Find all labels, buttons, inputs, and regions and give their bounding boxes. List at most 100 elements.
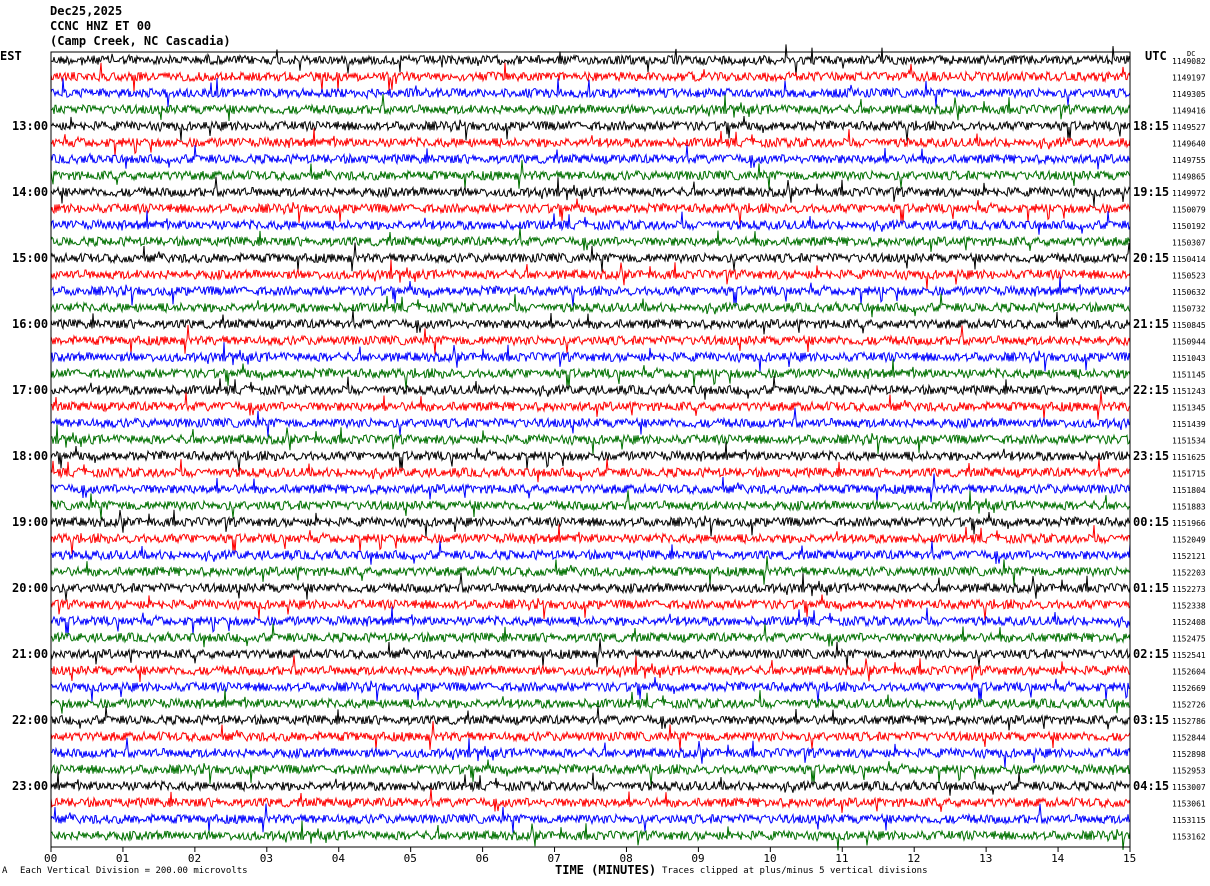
trace-line [50, 391, 1131, 421]
dc-offset-label: 1152541 [1172, 651, 1206, 660]
est-hour-label: 16:00 [12, 317, 48, 331]
dc-offset-label: 1150732 [1172, 305, 1206, 314]
trace-line [50, 759, 1131, 786]
trace-line [50, 176, 1131, 207]
trace-line [50, 227, 1131, 252]
date-title: Dec25,2025 [50, 4, 123, 18]
dc-offset-label: 1149972 [1172, 189, 1206, 198]
dc-offset-label: 1152273 [1172, 585, 1206, 594]
dc-offset-label: 1152898 [1172, 750, 1206, 759]
dc-offset-label: 1151145 [1172, 371, 1206, 380]
trace-line [50, 689, 1131, 714]
trace-line [50, 458, 1131, 483]
dc-offset-label: 1153115 [1172, 816, 1206, 825]
trace-line [50, 705, 1131, 731]
x-tick-label: 09 [691, 852, 704, 865]
dc-offset-label: 1152669 [1172, 684, 1206, 693]
dc-offset-label: 1151534 [1172, 437, 1206, 446]
utc-hour-label: 18:15 [1133, 119, 1169, 133]
x-tick-label: 13 [979, 852, 992, 865]
trace-line [50, 359, 1131, 390]
trace-line [50, 623, 1131, 648]
utc-hour-label: 01:15 [1133, 581, 1169, 595]
trace-line [50, 342, 1131, 372]
trace-line [50, 594, 1131, 621]
trace-line [50, 115, 1131, 142]
trace-line [50, 242, 1131, 272]
est-hour-label: 20:00 [12, 581, 48, 595]
logo: A [2, 866, 8, 876]
dc-offset-label: 1152844 [1172, 734, 1206, 743]
utc-hour-label: 20:15 [1133, 251, 1169, 265]
dc-offset-label: 1149082 [1172, 57, 1206, 66]
dc-header: DC [1187, 50, 1195, 58]
trace-line [50, 572, 1131, 601]
utc-hour-label: 22:15 [1133, 383, 1169, 397]
x-tick-label: 12 [907, 852, 920, 865]
trace-line [50, 540, 1131, 565]
dc-offset-label: 1151345 [1172, 404, 1206, 413]
trace-line [50, 259, 1131, 290]
dc-offset-label: 1153162 [1172, 833, 1206, 842]
est-hour-label: 21:00 [12, 647, 48, 661]
trace-line [50, 77, 1131, 108]
est-hour-label: 13:00 [12, 119, 48, 133]
est-hour-label: 17:00 [12, 383, 48, 397]
dc-offset-label: 1149416 [1172, 107, 1206, 116]
utc-hour-label: 04:15 [1133, 779, 1169, 793]
dc-offset-label: 1153061 [1172, 800, 1206, 809]
x-tick-label: 07 [548, 852, 561, 865]
dc-offset-label: 1149640 [1172, 140, 1206, 149]
dc-offset-label: 1153007 [1172, 783, 1206, 792]
dc-offset-label: 1149865 [1172, 173, 1206, 182]
x-tick-label: 04 [332, 852, 346, 865]
scale-note: Each Vertical Division = 200.00 microvol… [20, 866, 248, 876]
dc-offset-label: 1151883 [1172, 503, 1206, 512]
dc-offset-label: 1151715 [1172, 470, 1206, 479]
trace-line [50, 441, 1131, 472]
trace-line [50, 676, 1131, 703]
trace-line [50, 473, 1131, 503]
trace-line [50, 509, 1131, 537]
est-hour-label: 22:00 [12, 713, 48, 727]
dc-offset-label: 1150944 [1172, 338, 1206, 347]
x-tick-label: 10 [763, 852, 776, 865]
trace-line [50, 820, 1131, 851]
dc-offset-label: 1151966 [1172, 519, 1206, 528]
trace-line [50, 524, 1131, 555]
x-tick-label: 14 [1051, 852, 1065, 865]
dc-offset-label: 1151243 [1172, 387, 1206, 396]
plot-frame [50, 51, 1131, 848]
trace-line [50, 803, 1131, 833]
est-hour-label: 23:00 [12, 779, 48, 793]
trace-line [50, 210, 1131, 235]
est-hour-label: 19:00 [12, 515, 48, 529]
utc-hour-label: 23:15 [1133, 449, 1169, 463]
trace-line [50, 276, 1131, 307]
dc-offset-label: 1151625 [1172, 453, 1206, 462]
trace-line [50, 737, 1131, 768]
dc-offset-label: 1149197 [1172, 74, 1206, 83]
utc-timezone-label: UTC [1145, 49, 1167, 63]
x-tick-label: 01 [116, 852, 129, 865]
trace-line [50, 94, 1131, 122]
trace-line [50, 375, 1131, 400]
trace-line [50, 490, 1131, 520]
x-axis-label: TIME (MINUTES) [555, 863, 656, 877]
trace-line [50, 144, 1131, 170]
dc-offset-label: 1150414 [1172, 255, 1206, 264]
trace-line [50, 44, 1131, 76]
utc-hour-label: 21:15 [1133, 317, 1169, 331]
trace-line [50, 128, 1131, 157]
est-timezone-label: EST [0, 49, 22, 63]
dc-offset-label: 1149527 [1172, 123, 1206, 132]
x-tick-label: 15 [1123, 852, 1136, 865]
trace-line [50, 556, 1131, 586]
dc-offset-label: 1151439 [1172, 420, 1206, 429]
est-hour-label: 14:00 [12, 185, 48, 199]
dc-offset-label: 1150192 [1172, 222, 1206, 231]
trace-line [50, 198, 1131, 225]
dc-offset-label: 1152786 [1172, 717, 1206, 726]
dc-offset-label: 1150845 [1172, 321, 1206, 330]
